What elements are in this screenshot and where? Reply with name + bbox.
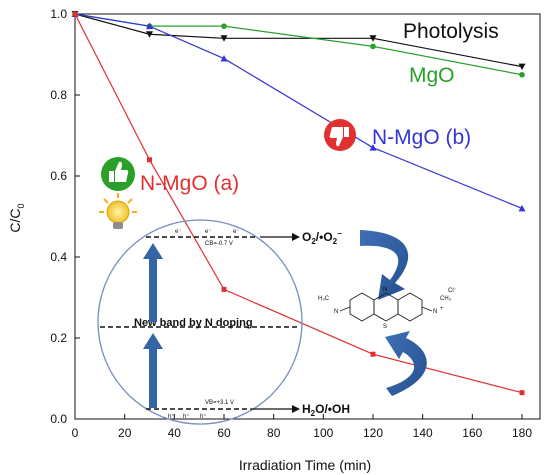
- cb-product-label: O2/•O2−: [302, 229, 342, 246]
- y-tick-label: 0.2: [50, 331, 67, 345]
- y-tick-label: 0.6: [50, 169, 67, 183]
- series-label-n-mgo-b: N-MgO (b): [372, 126, 471, 149]
- x-tick-label: 160: [462, 426, 482, 440]
- series-layer: [71, 10, 526, 396]
- data-point-n-mgo-b: [220, 55, 228, 62]
- data-point-mgo: [370, 43, 376, 50]
- mb-right-methyl: CH₃: [440, 296, 452, 302]
- x-tick-label: 60: [217, 426, 231, 440]
- excitation-arrow-upper: [143, 243, 163, 322]
- x-tick-labels: 0 20 40 60 80 100 120 140 160 180: [72, 426, 533, 440]
- thumbs-up-icon: [101, 157, 135, 191]
- y-tick-label: 0.8: [50, 88, 67, 102]
- y-tick-label: 0.4: [50, 250, 67, 264]
- data-point-mgo: [519, 71, 525, 78]
- x-tick-label: 20: [118, 426, 132, 440]
- vb-to-product-arrowhead: [292, 405, 300, 413]
- data-point-mgo: [221, 23, 227, 29]
- x-tick-label: 180: [512, 426, 532, 440]
- series-label-n-mgo-a: N-MgO (a): [140, 172, 239, 195]
- data-point-n-mgo-a: [147, 157, 152, 163]
- band-diagram-circle: [97, 219, 303, 425]
- y-axis-title-main: C/C: [7, 208, 23, 232]
- y-axis-title: C/C0: [7, 203, 26, 232]
- curved-arrow-to-dye: [360, 230, 409, 300]
- x-tick-label: 120: [363, 426, 383, 440]
- electron-label: e⁻: [175, 229, 182, 235]
- mb-left-methyl: H₃C: [318, 296, 330, 302]
- series-label-photolysis: Photolysis: [403, 20, 499, 43]
- y-tick-marks: [75, 13, 80, 420]
- hole-label: h⁺: [200, 413, 207, 420]
- methylene-blue-structure: [339, 292, 433, 322]
- mb-left-n: N: [334, 309, 338, 315]
- excitation-arrow-lower: [143, 333, 163, 408]
- x-tick-label: 100: [313, 426, 333, 440]
- band-diagram-inset: CB=-0.7 V e⁻ e⁻ e⁻ New band by N doping …: [97, 219, 350, 425]
- x-tick-marks: [74, 414, 523, 419]
- mb-counterion: Cl⁻: [448, 288, 457, 294]
- data-point-photolysis: [220, 35, 228, 42]
- mb-ring-s: S: [383, 324, 387, 330]
- y-axis-title-sub: 0: [16, 203, 26, 208]
- cb-label: CB=-0.7 V: [205, 241, 233, 247]
- hole-label: h⁺: [183, 413, 190, 420]
- data-point-n-mgo-a: [221, 286, 227, 292]
- y-tick-label: 1.0: [50, 7, 67, 21]
- x-tick-label: 80: [267, 426, 281, 440]
- thumbs-down-icon: [324, 119, 356, 151]
- data-point-n-mgo-b: [518, 204, 526, 212]
- cb-to-product-arrowhead: [292, 233, 300, 241]
- hole-label: h⁺: [168, 413, 175, 420]
- x-tick-label: 0: [72, 426, 79, 440]
- data-point-n-mgo-b: [369, 144, 377, 151]
- electron-label: e⁻: [205, 229, 212, 235]
- electron-label: e⁻: [233, 229, 240, 235]
- mb-ring-n: N: [383, 287, 387, 293]
- y-tick-labels: 0.0 0.2 0.4 0.6 0.8 1.0: [50, 7, 67, 426]
- x-tick-label: 40: [168, 426, 182, 440]
- light-bulb-icon: [99, 193, 137, 229]
- x-tick-label: 140: [413, 426, 433, 440]
- series-line-n-mgo-a: [74, 13, 523, 394]
- plot-frame: [74, 13, 541, 420]
- data-point-photolysis: [518, 63, 526, 71]
- mb-charge: +: [440, 306, 444, 312]
- x-axis-title: Irradiation Time (min): [239, 457, 371, 473]
- data-point-photolysis: [146, 31, 153, 38]
- data-point-n-mgo-a: [370, 351, 376, 357]
- vb-product-label: H2O/•OH: [302, 402, 350, 418]
- data-point-n-mgo-a: [72, 11, 78, 17]
- data-point-photolysis: [369, 35, 377, 42]
- data-point-n-mgo-b: [146, 22, 153, 30]
- vb-label: VB=+3.1 V: [205, 400, 234, 406]
- new-band-label: New band by N doping: [134, 317, 253, 329]
- series-label-mgo: MgO: [409, 64, 455, 87]
- mb-right-n: N: [433, 309, 437, 315]
- data-point-n-mgo-a: [519, 390, 525, 396]
- y-tick-label: 0.0: [50, 412, 67, 426]
- curved-arrow-from-dye: [385, 331, 427, 396]
